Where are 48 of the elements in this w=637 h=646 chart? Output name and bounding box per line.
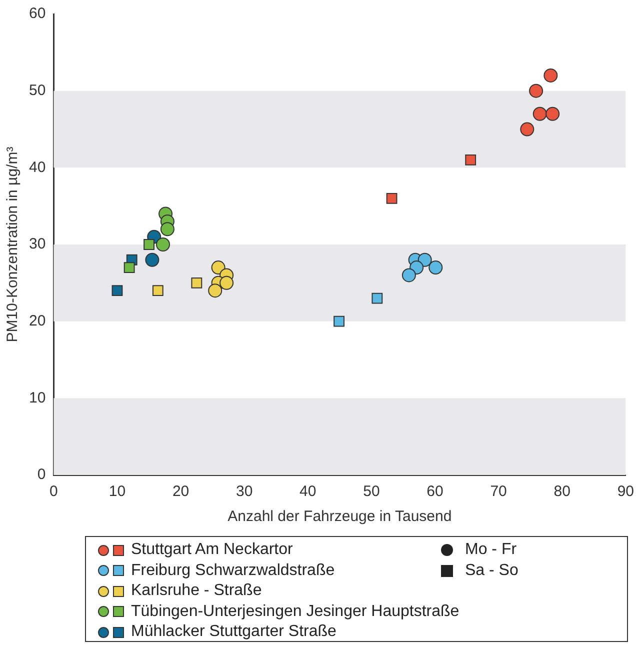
- point: [529, 84, 544, 98]
- point: [144, 239, 154, 250]
- x-tick-label: 10: [108, 483, 126, 500]
- y-tick-label: 0: [37, 466, 46, 484]
- y-tick-label: 60: [28, 5, 46, 22]
- point: [152, 285, 164, 296]
- text: Sa - So: [465, 562, 518, 580]
- point: [211, 260, 226, 275]
- y-tick-label: 50: [28, 82, 46, 99]
- x-tick-label: 20: [172, 483, 190, 500]
- x-tick-label: 60: [426, 483, 444, 500]
- x-axis-title: Anzahl der Fahrzeuge in Tausend: [228, 508, 452, 526]
- point: [191, 277, 202, 288]
- legend-label: Karlsruhe - Straße: [131, 582, 262, 600]
- x-tick-label: 30: [236, 483, 253, 500]
- point: [160, 222, 174, 236]
- legend-label: Tübingen-Unterjesingen Jesinger Hauptstraße: [131, 602, 460, 620]
- point: [520, 122, 534, 136]
- legend-label: Mühlacker Stuttgarter Straße: [131, 623, 336, 641]
- y-tick-label: 30: [28, 236, 46, 253]
- y-tick-label: 20: [28, 312, 46, 330]
- x-tick-label: 90: [617, 483, 634, 500]
- point: [465, 154, 476, 166]
- y-tick-label: 40: [28, 158, 46, 176]
- y-axis-title: PM10-Konzentration in µg/m³: [4, 146, 22, 342]
- x-tick-label: 80: [554, 483, 570, 500]
- point: [372, 292, 383, 304]
- legend-label: Freiburg Schwarzwaldstraße: [131, 562, 335, 580]
- x-tick-label: 70: [490, 483, 507, 500]
- y-tick-label: 10: [28, 389, 46, 406]
- point: [334, 316, 344, 327]
- point: [402, 268, 416, 282]
- point: [428, 260, 443, 275]
- point: [386, 192, 398, 204]
- point: [156, 238, 170, 252]
- x-tick-label: 40: [300, 483, 316, 500]
- point: [145, 252, 160, 267]
- point: [220, 276, 234, 290]
- point: [532, 106, 547, 121]
- point: [546, 106, 560, 121]
- point: [208, 284, 222, 298]
- text: Mo - Fr: [465, 541, 517, 559]
- legend-label: Stuttgart Am Neckartor: [131, 541, 293, 559]
- point: [112, 285, 123, 296]
- point: [544, 68, 558, 82]
- x-tick-label: 50: [363, 483, 380, 500]
- point: [124, 262, 135, 273]
- x-tick-label: 0: [50, 483, 58, 500]
